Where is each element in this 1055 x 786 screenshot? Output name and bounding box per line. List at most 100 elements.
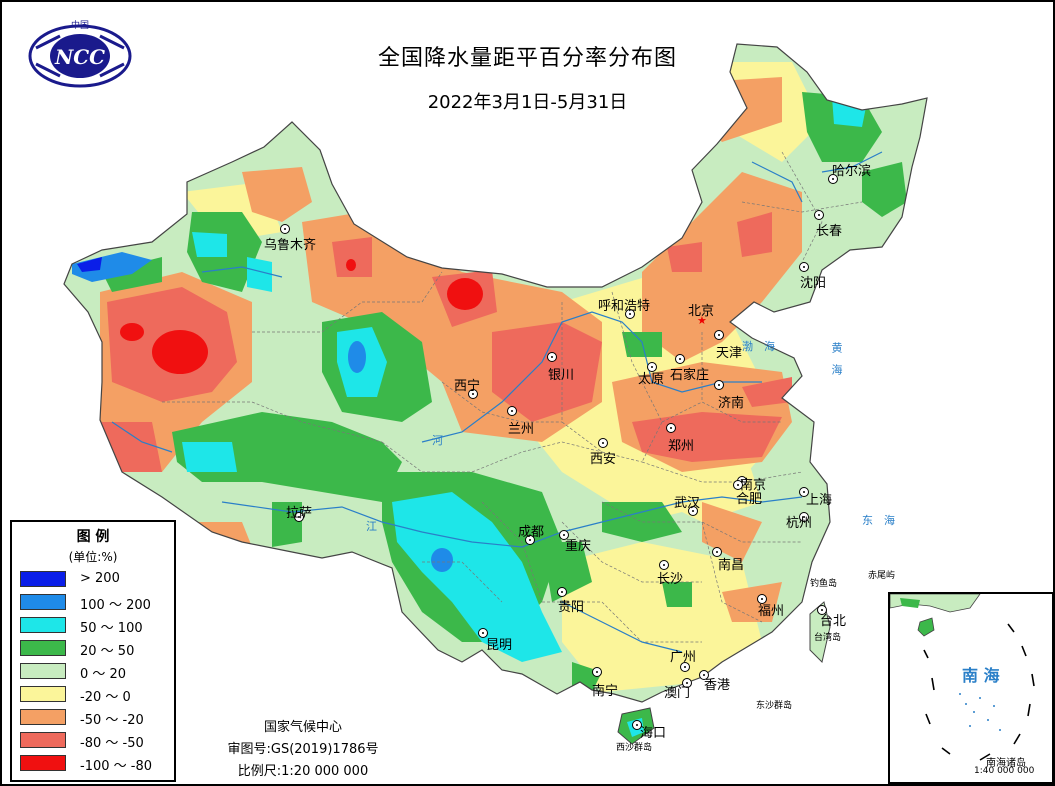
city-label: 郑州: [668, 439, 695, 454]
ncc-logo: NCC 中国: [28, 19, 132, 88]
inset-caption: 南海诸岛: [986, 758, 1026, 769]
city-label: 上海: [806, 493, 833, 508]
legend-item: -20 ～ 0: [20, 685, 170, 705]
city-label: 西安: [590, 452, 617, 467]
capital-marker: [557, 587, 567, 597]
capital-marker: [799, 512, 809, 522]
island-label: 台湾岛: [814, 633, 842, 643]
capital-marker: [525, 535, 535, 545]
logo-text: NCC: [54, 45, 105, 69]
province-boundaries: [162, 151, 863, 643]
capital-marker: [814, 210, 824, 220]
city-label: 长春: [816, 224, 843, 239]
capital-marker: [680, 662, 690, 672]
capital-marker: [733, 480, 743, 490]
island-label: 赤尾屿: [868, 571, 896, 581]
inset-sea-label: 南 海: [962, 666, 1000, 685]
legend-label: 50 ～ 100: [80, 621, 143, 636]
capital-marker: [625, 309, 635, 319]
south-china-sea-inset: 南 海 南海诸岛 1:40 000 000: [888, 592, 1053, 784]
sea-label: 黄 海: [830, 342, 843, 375]
city-label: 武汉: [674, 496, 701, 511]
city-label: 澳门: [664, 686, 691, 701]
city-label: 成都: [518, 525, 545, 540]
capital-marker: [757, 594, 767, 604]
capital-marker: [712, 547, 722, 557]
capital-marker: [507, 406, 517, 416]
legend-swatch: [20, 732, 66, 748]
city-label: 天津: [716, 346, 743, 361]
capital-marker: [828, 174, 838, 184]
legend-swatch: [20, 594, 66, 610]
city-label: 太原: [638, 372, 665, 387]
city-label: 杭州: [786, 516, 813, 531]
capital-marker: [468, 389, 478, 399]
legend: 图 例 (单位:%) > 200 100 ～ 200 50 ～ 100 20 ～ 50…: [10, 520, 176, 782]
city-label: 长沙: [657, 572, 684, 587]
island-label: 东沙群岛: [756, 701, 793, 711]
capital-marker: [559, 530, 569, 540]
legend-swatch: [20, 663, 66, 679]
city-label: 台北: [820, 614, 847, 629]
river-label: 江: [366, 520, 377, 533]
city-label: 乌鲁木齐: [264, 238, 317, 253]
city-label: 香港: [704, 678, 731, 693]
capital-marker: [280, 224, 290, 234]
island-label: 西沙群岛: [616, 743, 653, 753]
legend-swatch: [20, 617, 66, 633]
legend-item: 20 ～ 50: [20, 639, 170, 659]
city-label: 银川: [548, 368, 575, 383]
inset-scale: 1:40 000 000: [974, 766, 1035, 776]
city-label: 海口: [640, 726, 667, 741]
legend-label: > 200: [80, 571, 120, 586]
legend-unit: (单位:%): [68, 550, 118, 564]
map-scale: 比例尺:1:20 000 000: [237, 764, 369, 779]
city-label: 哈尔滨: [832, 164, 872, 179]
inset-map: [890, 594, 1035, 761]
river-label: 河: [432, 434, 443, 447]
city-label: 南京: [740, 478, 767, 493]
city-label: 拉萨: [286, 506, 313, 521]
city-label: 南宁: [592, 684, 619, 699]
city-label: 兰州: [508, 422, 535, 437]
capital-marker: [817, 605, 827, 615]
legend-item: 100 ～ 200: [20, 593, 170, 613]
city-label: 西宁: [454, 379, 481, 394]
legend-label: 100 ～ 200: [80, 598, 151, 613]
rivers: [111, 151, 883, 653]
legend-item: -50 ～ -20: [20, 708, 170, 728]
legend-swatch: [20, 709, 66, 725]
capital-marker: [632, 720, 642, 730]
capital-marker: [682, 678, 692, 688]
capital-marker: [714, 380, 724, 390]
legend-label: -50 ～ -20: [80, 713, 144, 728]
capital-marker: [478, 628, 488, 638]
logo-arc-text: 中国: [71, 19, 89, 31]
legend-title: 图 例: [76, 529, 110, 545]
capital-star-icon: ★: [697, 314, 707, 327]
capital-marker: [699, 670, 709, 680]
city-label: 福州: [758, 604, 785, 619]
capital-marker: [598, 438, 608, 448]
capital-marker: [799, 262, 809, 272]
city-label: 呼和浩特: [598, 299, 651, 314]
capital-marker: [799, 487, 809, 497]
capital-marker: [659, 560, 669, 570]
legend-label: -80 ～ -50: [80, 736, 144, 751]
capital-marker: [688, 506, 698, 516]
city-label: 贵阳: [558, 600, 585, 615]
capital-marker: [647, 362, 657, 372]
city-label: 重庆: [565, 539, 592, 554]
legend-item: > 200: [20, 570, 170, 588]
capital-marker: [592, 667, 602, 677]
island-label: 钓鱼岛: [810, 579, 838, 589]
legend-label: -20 ～ 0: [80, 690, 131, 705]
city-label: 昆明: [486, 638, 513, 653]
map-subtitle: 2022年3月1日-5月31日: [427, 92, 628, 113]
legend-swatch: [20, 686, 66, 702]
legend-item: -80 ～ -50: [20, 731, 170, 751]
capital-marker: [666, 423, 676, 433]
agency-label: 国家气候中心: [263, 720, 342, 735]
city-label: 北京: [688, 304, 715, 319]
